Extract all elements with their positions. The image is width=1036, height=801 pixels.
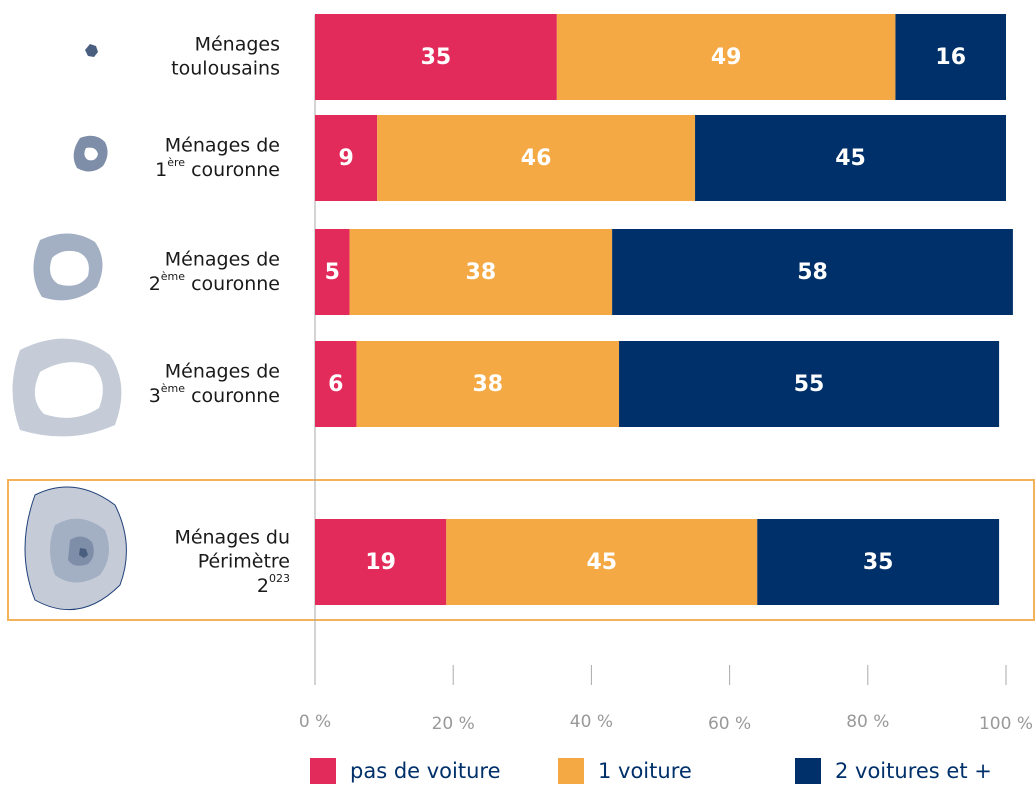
category-label: Ménages de <box>165 135 280 157</box>
value-label: 5 <box>325 260 340 285</box>
value-label: 46 <box>521 146 552 171</box>
bar-segment <box>895 14 1006 100</box>
legend-label: 1 voiture <box>598 759 692 783</box>
x-tick-label: 80 % <box>846 712 889 732</box>
legend-label: 2 voitures et + <box>835 759 992 783</box>
value-label: 45 <box>586 550 617 575</box>
value-label: 6 <box>328 372 343 397</box>
bar-segment <box>315 115 378 201</box>
bar-segment <box>315 229 350 315</box>
bar-segment <box>556 14 896 100</box>
category-label: 1ère couronne <box>155 156 280 181</box>
bar-segment <box>315 14 557 100</box>
category-label: 2ème couronne <box>149 270 280 295</box>
bar-segment <box>356 341 620 427</box>
x-tick-label: 0 % <box>299 712 331 732</box>
value-label: 35 <box>421 45 452 70</box>
bar-segment <box>349 229 613 315</box>
value-label: 9 <box>338 146 353 171</box>
x-tick-label: 60 % <box>708 714 751 734</box>
bar-segment <box>695 115 1006 201</box>
x-tick-label: 40 % <box>570 712 613 732</box>
value-label: 45 <box>835 146 866 171</box>
category-label: Périmètre <box>198 551 290 573</box>
value-label: 58 <box>797 260 828 285</box>
x-tick-label: 100 % <box>979 714 1033 734</box>
legend-swatch <box>310 758 336 784</box>
value-label: 55 <box>794 372 825 397</box>
category-label: 2023 <box>257 572 290 597</box>
legend-label: pas de voiture <box>350 759 501 783</box>
map-icons <box>12 44 127 611</box>
legend-swatch <box>795 758 821 784</box>
bar-segment <box>757 519 1000 605</box>
x-tick-label: 20 % <box>432 714 475 734</box>
value-label: 35 <box>863 550 894 575</box>
category-label: Ménages <box>195 34 280 56</box>
bar-segment <box>612 229 1013 315</box>
bar-segment <box>619 341 1000 427</box>
highlight-box <box>7 479 1035 621</box>
category-label: 3ème couronne <box>149 382 280 407</box>
value-label: 16 <box>935 45 966 70</box>
value-label: 49 <box>711 45 742 70</box>
value-label: 38 <box>472 372 503 397</box>
bar-segment <box>377 115 696 201</box>
bar-segment <box>315 519 447 605</box>
legend-swatch <box>558 758 584 784</box>
bar-segment <box>315 341 357 427</box>
value-label: 38 <box>466 260 497 285</box>
bar-segment <box>446 519 758 605</box>
category-label: Ménages de <box>165 361 280 383</box>
category-label: Ménages de <box>165 249 280 271</box>
category-label: Ménages du <box>174 527 290 549</box>
category-label: toulousains <box>171 58 280 80</box>
value-label: 19 <box>365 550 396 575</box>
